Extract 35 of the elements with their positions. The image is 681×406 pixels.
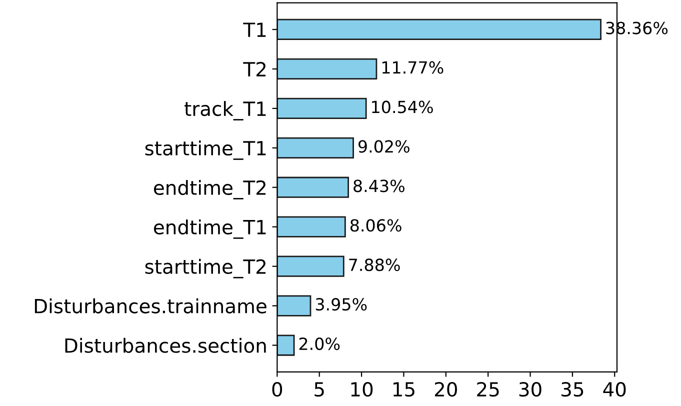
data-label: 8.06% <box>350 219 402 232</box>
y-tick-label: T1 <box>243 22 266 37</box>
x-tick-label: 35 <box>562 382 584 397</box>
bar <box>277 216 346 238</box>
x-tick-label: 0 <box>272 382 282 397</box>
y-tick-label: T2 <box>243 62 266 76</box>
y-tick-label: starttime_T1 <box>145 140 266 160</box>
y-tick-label: Disturbances.trainname <box>34 298 266 314</box>
x-tick-label: 20 <box>434 382 457 397</box>
data-label: 8.43% <box>354 180 404 192</box>
data-label: 2.0% <box>299 337 340 350</box>
x-tick-label: 5 <box>314 382 324 397</box>
x-tick-label: 30 <box>519 382 542 397</box>
y-tick-label: endtime_T1 <box>154 219 266 239</box>
y-tick-label: starttime_T2 <box>145 258 266 278</box>
bar <box>277 176 349 198</box>
bar <box>277 58 378 80</box>
y-tick-label: track_T1 <box>184 101 266 120</box>
data-label: 7.88% <box>349 258 400 272</box>
y-tick-label: Disturbances.section <box>65 338 266 353</box>
data-label: 9.02% <box>358 140 410 153</box>
x-tick-label: 15 <box>393 382 414 397</box>
bar <box>277 256 344 277</box>
x-tick-label: 10 <box>351 382 373 397</box>
x-tick-label: 40 <box>603 382 626 397</box>
bar <box>277 295 312 316</box>
x-tick-label: 25 <box>477 382 499 397</box>
y-tick-label: endtime_T2 <box>154 180 266 200</box>
bar <box>277 137 354 158</box>
bar <box>277 334 295 356</box>
data-label: 3.95% <box>316 298 367 311</box>
bar <box>277 18 602 40</box>
data-label: 11.77% <box>382 61 444 74</box>
bar <box>277 98 367 119</box>
data-label: 10.54% <box>372 100 433 114</box>
